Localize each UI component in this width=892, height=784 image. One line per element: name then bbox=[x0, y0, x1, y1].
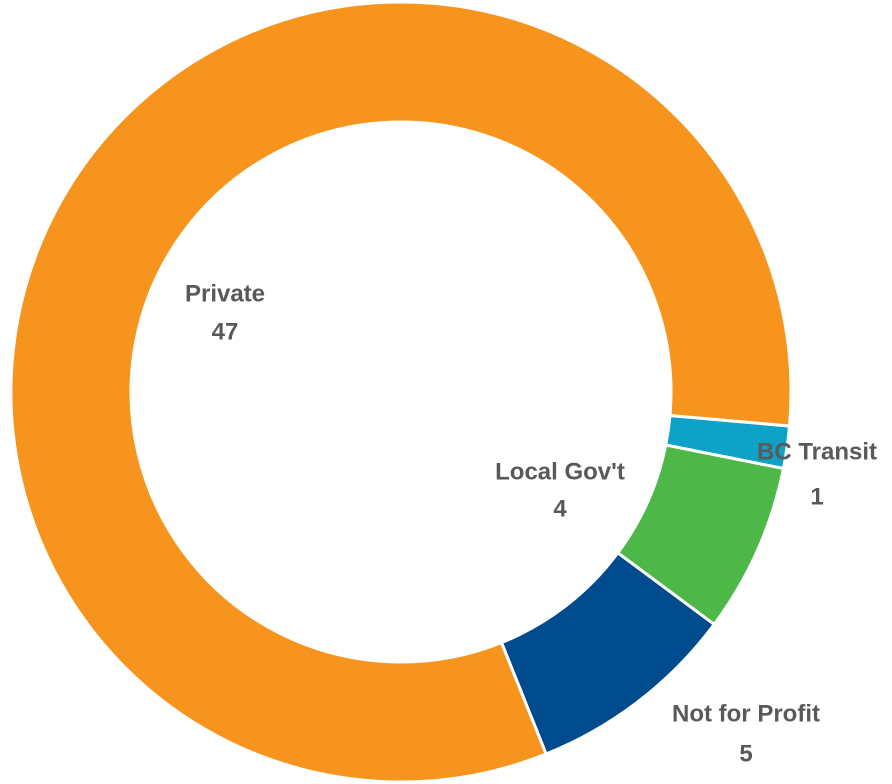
slice-label: Not for Profit bbox=[672, 700, 820, 727]
slice-label: Local Gov't bbox=[495, 458, 625, 485]
donut-slice bbox=[9, 0, 793, 784]
slice-value: 5 bbox=[739, 740, 752, 767]
slice-value: 47 bbox=[212, 318, 239, 345]
slice-value: 4 bbox=[553, 495, 567, 522]
slice-value: 1 bbox=[810, 483, 823, 510]
slice-label: Private bbox=[185, 280, 265, 307]
slice-label: BC Transit bbox=[757, 438, 877, 465]
